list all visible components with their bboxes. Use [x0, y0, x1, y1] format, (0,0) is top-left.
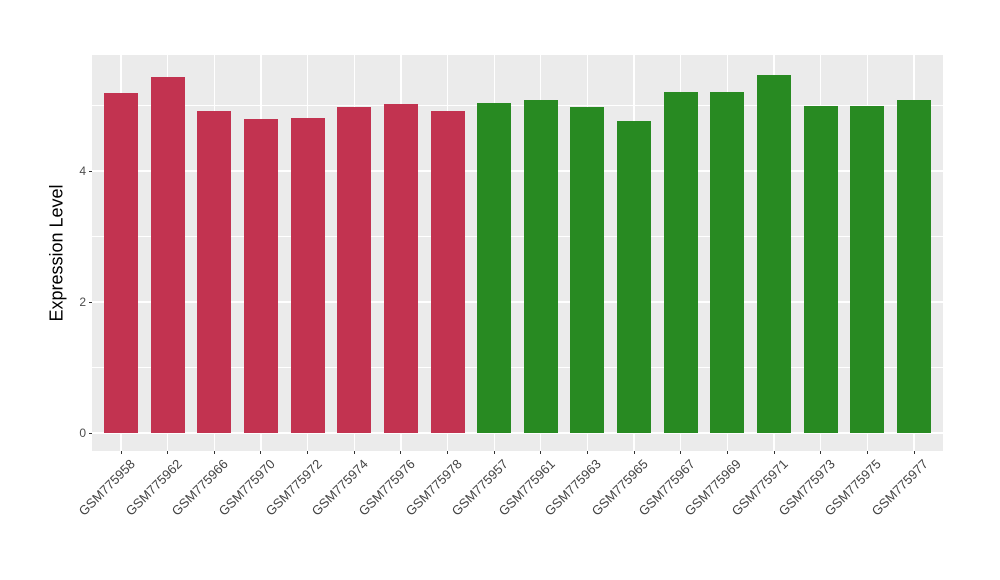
x-tick-mark [213, 451, 215, 454]
x-tick-label: GSM775975 [822, 456, 885, 519]
x-tick-label: GSM775978 [402, 456, 465, 519]
y-tick-label: 4 [79, 164, 86, 178]
x-tick-label: GSM775969 [682, 456, 745, 519]
gridline-h-major [92, 301, 943, 303]
x-tick-mark [260, 451, 262, 454]
x-tick-label: GSM775976 [355, 456, 418, 519]
bar-GSM775958 [104, 93, 138, 433]
gridline-h-minor [92, 236, 943, 237]
bar-GSM775978 [430, 111, 465, 433]
x-tick-label: GSM775958 [75, 456, 138, 519]
x-tick-label: GSM775962 [122, 456, 185, 519]
x-tick-mark [120, 451, 122, 454]
x-tick-label: GSM775972 [262, 456, 325, 519]
x-tick-mark [540, 451, 542, 454]
bar-GSM775977 [897, 100, 931, 433]
bar-GSM775966 [197, 110, 232, 433]
x-tick-mark [913, 451, 915, 454]
x-tick-mark [586, 451, 588, 454]
bar-GSM775974 [337, 106, 372, 433]
gridline-h-major [92, 432, 943, 434]
bar-GSM775969 [710, 91, 745, 433]
bar-GSM775963 [570, 106, 605, 433]
y-axis-title: Expression Level [46, 184, 67, 322]
x-tick-mark [493, 451, 495, 454]
bar-GSM775973 [803, 106, 838, 433]
gridline-h-minor [92, 105, 943, 106]
y-tick-label: 0 [79, 426, 86, 440]
bar-GSM775976 [383, 103, 418, 433]
bar-GSM775962 [150, 77, 185, 433]
x-tick-label: GSM775961 [495, 456, 558, 519]
x-tick-label: GSM775966 [168, 456, 232, 519]
x-tick-mark [680, 451, 682, 454]
gridline-h-major [92, 170, 943, 172]
x-tick-mark [866, 451, 868, 454]
x-tick-label: GSM775970 [215, 456, 278, 519]
bar-GSM775965 [617, 121, 652, 433]
gridline-h-minor [92, 367, 943, 368]
x-tick-mark [820, 451, 822, 454]
x-tick-label: GSM775967 [635, 456, 698, 519]
x-tick-mark [167, 451, 169, 454]
x-tick-mark [353, 451, 355, 454]
bar-GSM775971 [757, 74, 792, 433]
bar-GSM775961 [523, 99, 558, 433]
plot-panel [92, 55, 943, 451]
bar-GSM775975 [850, 105, 885, 433]
x-tick-mark [633, 451, 635, 454]
x-tick-label: GSM775974 [308, 456, 372, 519]
x-tick-mark [773, 451, 775, 454]
x-tick-label: GSM775965 [588, 456, 652, 519]
bar-GSM775972 [290, 117, 325, 433]
bar-GSM775970 [243, 118, 278, 433]
x-tick-mark [726, 451, 728, 454]
x-tick-label: GSM775971 [728, 456, 791, 519]
x-tick-label: GSM775957 [448, 456, 512, 519]
bar-GSM775967 [663, 91, 698, 433]
x-tick-mark [400, 451, 402, 454]
x-tick-label: GSM775963 [542, 456, 605, 519]
x-tick-mark [307, 451, 309, 454]
bar-GSM775957 [477, 102, 512, 433]
x-tick-label: GSM775977 [868, 456, 931, 519]
x-tick-mark [447, 451, 449, 454]
x-tick-label: GSM775973 [775, 456, 838, 519]
